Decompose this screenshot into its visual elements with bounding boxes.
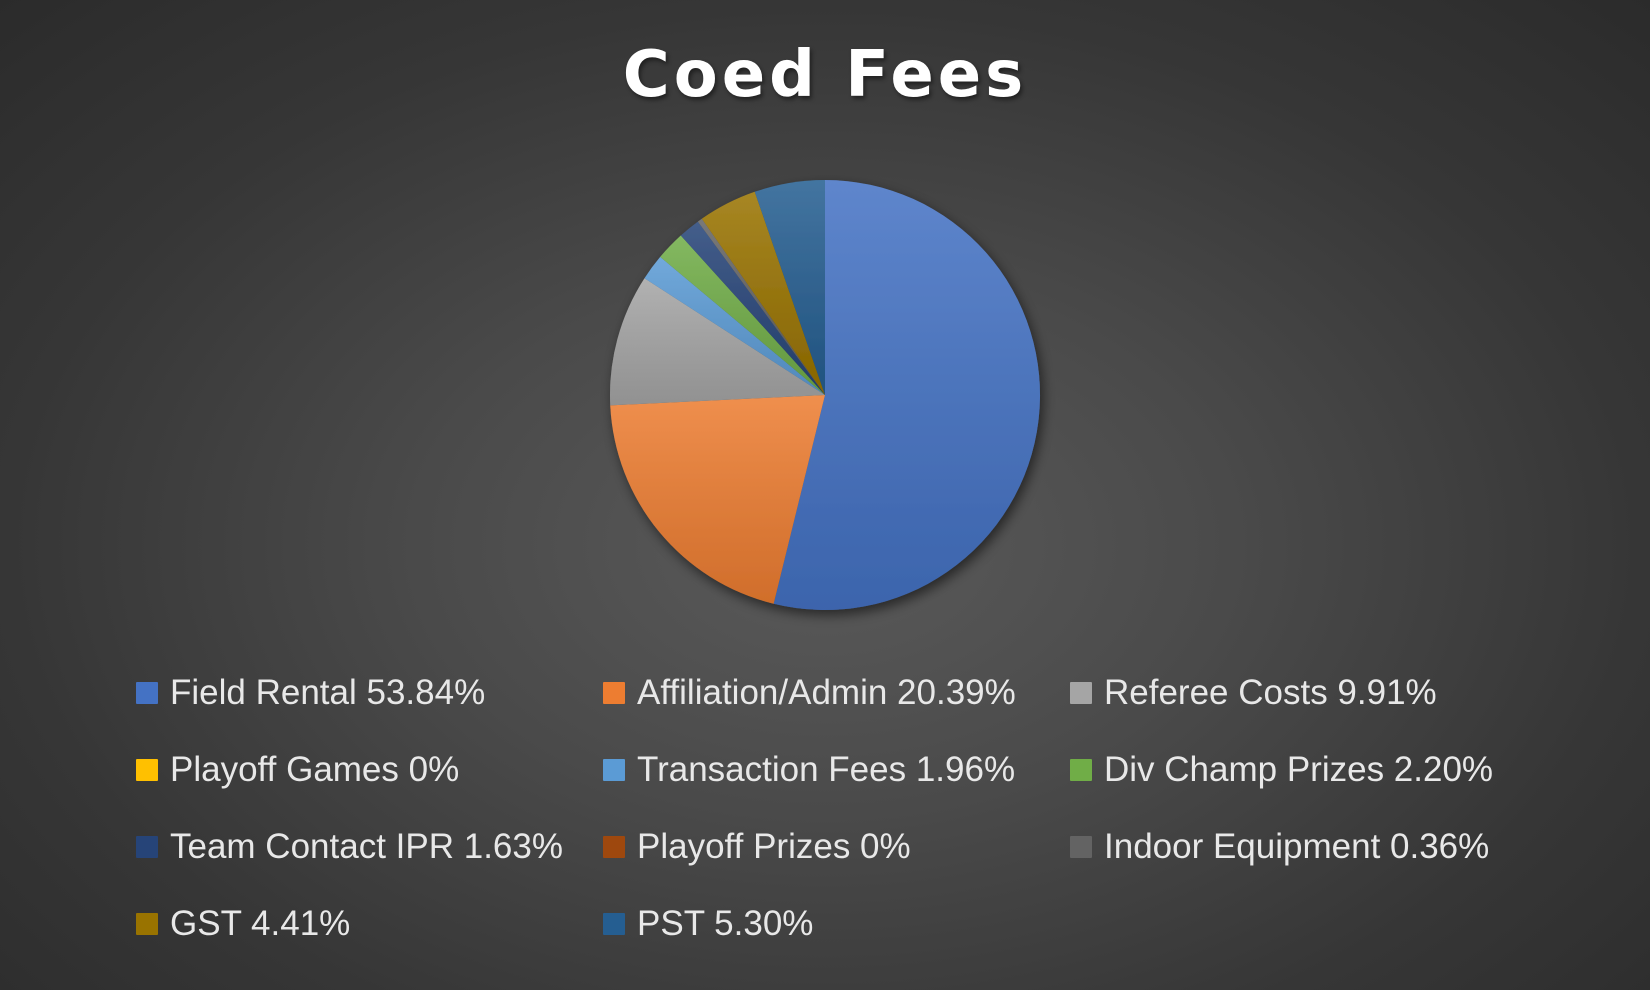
legend-swatch — [603, 913, 625, 935]
pie-slice-shade — [644, 256, 825, 395]
legend-label: Indoor Equipment 0.36% — [1104, 827, 1490, 866]
legend-swatch — [1070, 759, 1092, 781]
legend-item: GST 4.41% — [136, 903, 603, 945]
legend-item: Div Champ Prizes 2.20% — [1070, 749, 1550, 791]
pie-slice-shade — [701, 191, 825, 395]
legend-swatch — [136, 913, 158, 935]
legend-item: Field Rental 53.84% — [136, 672, 603, 714]
pie-slice-shade — [660, 235, 825, 395]
chart-legend: Field Rental 53.84% Affiliation/Admin 20.… — [136, 672, 1556, 945]
pie-slice-shade — [609, 278, 825, 406]
legend-swatch — [136, 682, 158, 704]
pie-slice-shade — [610, 395, 825, 604]
pie-slice-shade — [773, 180, 1041, 611]
legend-label: GST 4.41% — [170, 904, 351, 943]
legend-label: Referee Costs 9.91% — [1104, 673, 1437, 712]
legend-swatch — [1070, 682, 1092, 704]
legend-item: Affiliation/Admin 20.39% — [603, 672, 1070, 714]
legend-item: Playoff Prizes 0% — [603, 826, 1070, 868]
legend-label: Affiliation/Admin 20.39% — [637, 673, 1016, 712]
pie-slices — [609, 180, 1041, 611]
legend-item: Playoff Games 0% — [136, 749, 603, 791]
legend-item: Referee Costs 9.91% — [1070, 672, 1550, 714]
legend-swatch — [603, 836, 625, 858]
legend-label: Field Rental 53.84% — [170, 673, 486, 712]
legend-label: Playoff Prizes 0% — [637, 827, 911, 866]
legend-item: Team Contact IPR 1.63% — [136, 826, 603, 868]
legend-label: Playoff Games 0% — [170, 750, 460, 789]
legend-swatch — [136, 836, 158, 858]
pie-slice-shade — [697, 218, 825, 395]
chart-title: Coed Fees — [622, 38, 1028, 112]
pie-chart — [609, 180, 1041, 611]
legend-swatch — [136, 759, 158, 781]
legend-label: Team Contact IPR 1.63% — [170, 827, 563, 866]
legend-swatch — [603, 682, 625, 704]
legend-swatch — [603, 759, 625, 781]
pie-slice-shade — [754, 180, 825, 395]
legend-label: PST 5.30% — [637, 904, 814, 943]
legend-item: Indoor Equipment 0.36% — [1070, 826, 1550, 868]
legend-swatch — [1070, 836, 1092, 858]
legend-label: Div Champ Prizes 2.20% — [1104, 750, 1494, 789]
legend-item: Transaction Fees 1.96% — [603, 749, 1070, 791]
pie-slice-shade — [680, 221, 825, 395]
legend-label: Transaction Fees 1.96% — [637, 750, 1016, 789]
legend-item: PST 5.30% — [603, 903, 1070, 945]
